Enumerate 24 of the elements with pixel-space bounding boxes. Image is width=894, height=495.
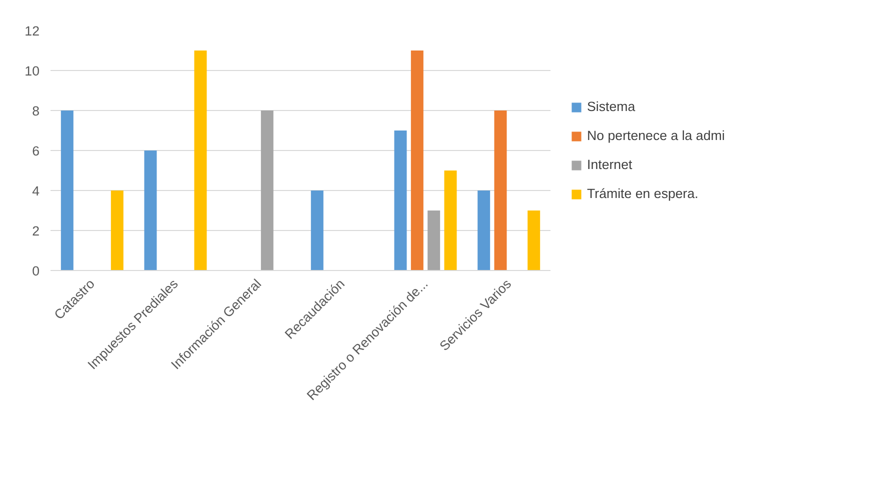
legend-label: Sistema [587, 99, 636, 114]
bar [428, 210, 440, 270]
bar [144, 150, 157, 270]
y-tick-label: 10 [24, 64, 40, 78]
y-tick-label: 8 [32, 104, 40, 118]
bar [260, 110, 274, 270]
bar [394, 130, 407, 270]
bar [478, 190, 490, 270]
bar [444, 170, 457, 270]
y-tick-label: 12 [24, 24, 40, 38]
legend-label: Trámite en espera. [587, 186, 698, 201]
bar [60, 110, 74, 270]
bar [494, 110, 507, 270]
y-tick-label: 2 [32, 224, 40, 238]
bar [528, 210, 540, 270]
legend-label: No pertenece a la admi [587, 128, 725, 143]
bar [310, 190, 324, 270]
bar [410, 50, 424, 270]
y-tick-label: 6 [32, 144, 40, 158]
y-tick-label: 0 [32, 264, 40, 278]
bar [110, 190, 124, 270]
legend-label: Internet [587, 157, 632, 172]
bar [194, 50, 207, 270]
y-tick-label: 4 [32, 184, 40, 198]
